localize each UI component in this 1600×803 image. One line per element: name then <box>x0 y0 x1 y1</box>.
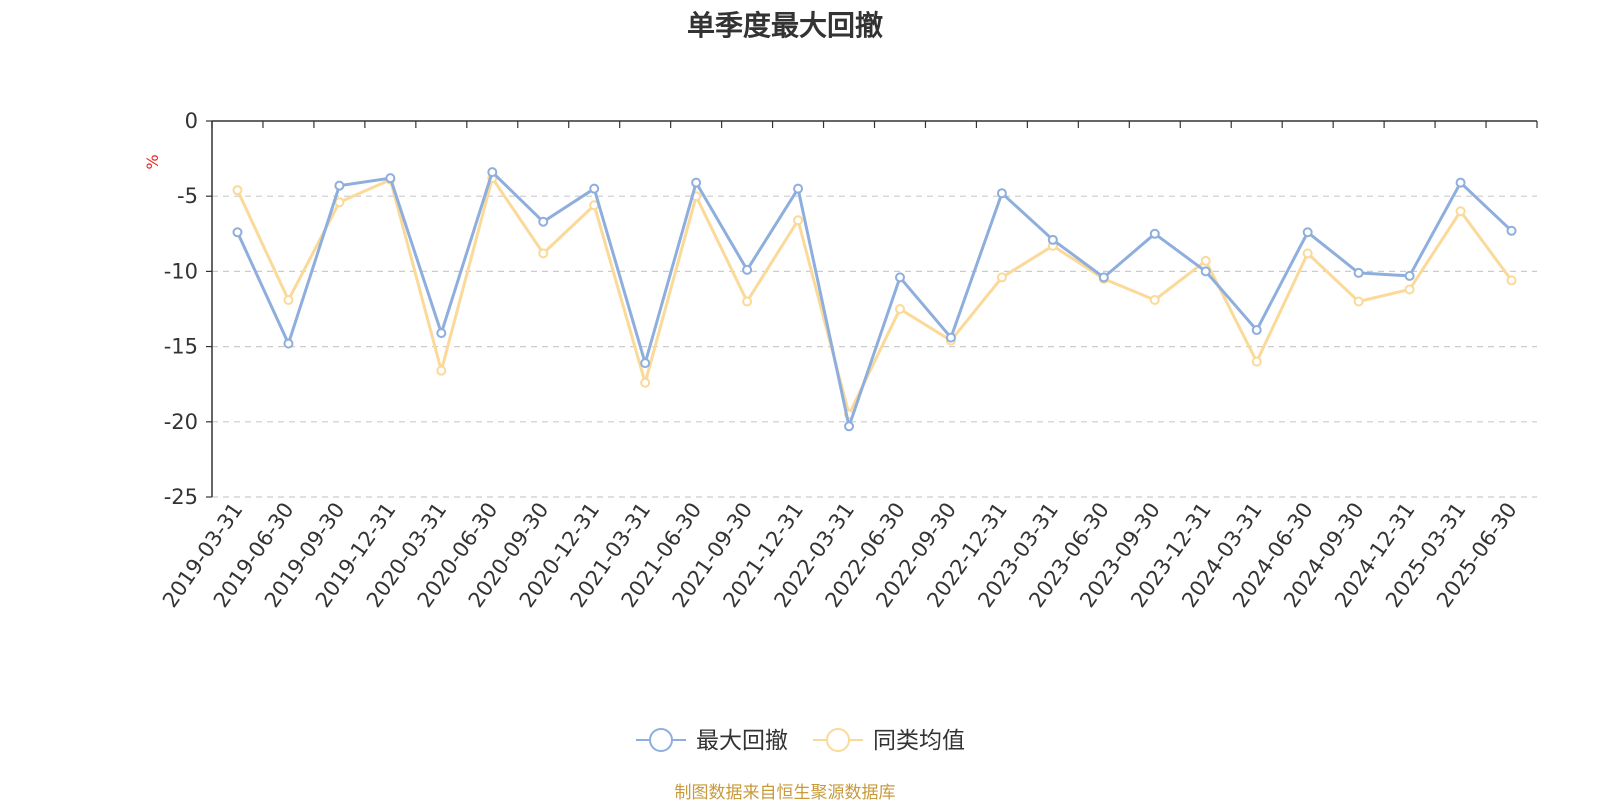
data-point[interactable] <box>436 328 447 339</box>
data-point[interactable] <box>945 332 956 343</box>
x-axis-ticks: 2019-03-312019-06-302019-09-302019-12-31… <box>158 121 1538 612</box>
data-point[interactable] <box>334 180 345 191</box>
data-point[interactable] <box>844 421 855 432</box>
data-point[interactable] <box>996 272 1007 283</box>
y-tick-label: -10 <box>164 259 198 283</box>
legend-label: 最大回撤 <box>696 728 788 754</box>
data-point[interactable] <box>1302 248 1313 259</box>
data-point[interactable] <box>1506 275 1517 286</box>
data-point[interactable] <box>232 227 243 238</box>
y-tick-label: -5 <box>177 184 198 208</box>
chart-title: 单季度最大回撤 <box>686 9 883 42</box>
legend-item-1[interactable]: 最大回撤 <box>636 728 788 754</box>
data-point[interactable] <box>1047 234 1058 245</box>
y-axis-ticks: 0 -5 -10 -15 -20 -25 <box>164 109 212 509</box>
axes <box>211 120 1537 497</box>
data-point[interactable] <box>283 294 294 305</box>
legend-marker <box>826 728 850 752</box>
data-point[interactable] <box>538 248 549 259</box>
data-point[interactable] <box>1251 325 1262 336</box>
data-point[interactable] <box>1149 228 1160 239</box>
grid-lines <box>212 195 1537 498</box>
y-tick-label: -20 <box>164 410 198 434</box>
data-point[interactable] <box>232 185 243 196</box>
series-1 <box>232 167 1517 432</box>
data-point[interactable] <box>436 365 447 376</box>
series-line <box>236 176 1513 416</box>
data-point[interactable] <box>1200 255 1211 266</box>
series-2 <box>232 173 1517 420</box>
data-point[interactable] <box>742 296 753 307</box>
data-point[interactable] <box>1455 206 1466 217</box>
data-point[interactable] <box>1353 296 1364 307</box>
data-point[interactable] <box>1404 270 1415 281</box>
data-point[interactable] <box>1455 177 1466 188</box>
legend[interactable]: 最大回撤 同类均值 <box>636 728 965 754</box>
data-point[interactable] <box>1404 284 1415 295</box>
source-note: 制图数据来自恒生聚源数据库 <box>674 783 896 803</box>
data-point[interactable] <box>996 188 1007 199</box>
data-point[interactable] <box>538 216 549 227</box>
data-point[interactable] <box>640 377 651 388</box>
data-point[interactable] <box>1149 294 1160 305</box>
data-point[interactable] <box>487 167 498 178</box>
data-point[interactable] <box>589 183 600 194</box>
data-point[interactable] <box>283 338 294 349</box>
data-point[interactable] <box>334 197 345 208</box>
y-axis-unit: % <box>143 154 162 169</box>
series-line <box>236 170 1513 428</box>
legend-label: 同类均值 <box>873 728 965 754</box>
data-point[interactable] <box>793 183 804 194</box>
data-point[interactable] <box>793 215 804 226</box>
data-point[interactable] <box>640 358 651 369</box>
data-point[interactable] <box>894 272 905 283</box>
data-point[interactable] <box>1251 356 1262 367</box>
data-point[interactable] <box>742 264 753 275</box>
data-point[interactable] <box>1302 227 1313 238</box>
y-tick-label: -15 <box>164 335 198 359</box>
data-point[interactable] <box>385 173 396 184</box>
legend-item-2[interactable]: 同类均值 <box>813 728 965 754</box>
data-point[interactable] <box>1098 272 1109 283</box>
data-point[interactable] <box>691 177 702 188</box>
y-tick-label: 0 <box>185 109 198 133</box>
data-point[interactable] <box>1506 225 1517 236</box>
y-tick-label: -25 <box>164 485 198 509</box>
data-point[interactable] <box>1353 267 1364 278</box>
data-point[interactable] <box>1200 266 1211 277</box>
legend-marker <box>649 728 673 752</box>
data-point[interactable] <box>894 304 905 314</box>
series-group <box>232 167 1517 432</box>
